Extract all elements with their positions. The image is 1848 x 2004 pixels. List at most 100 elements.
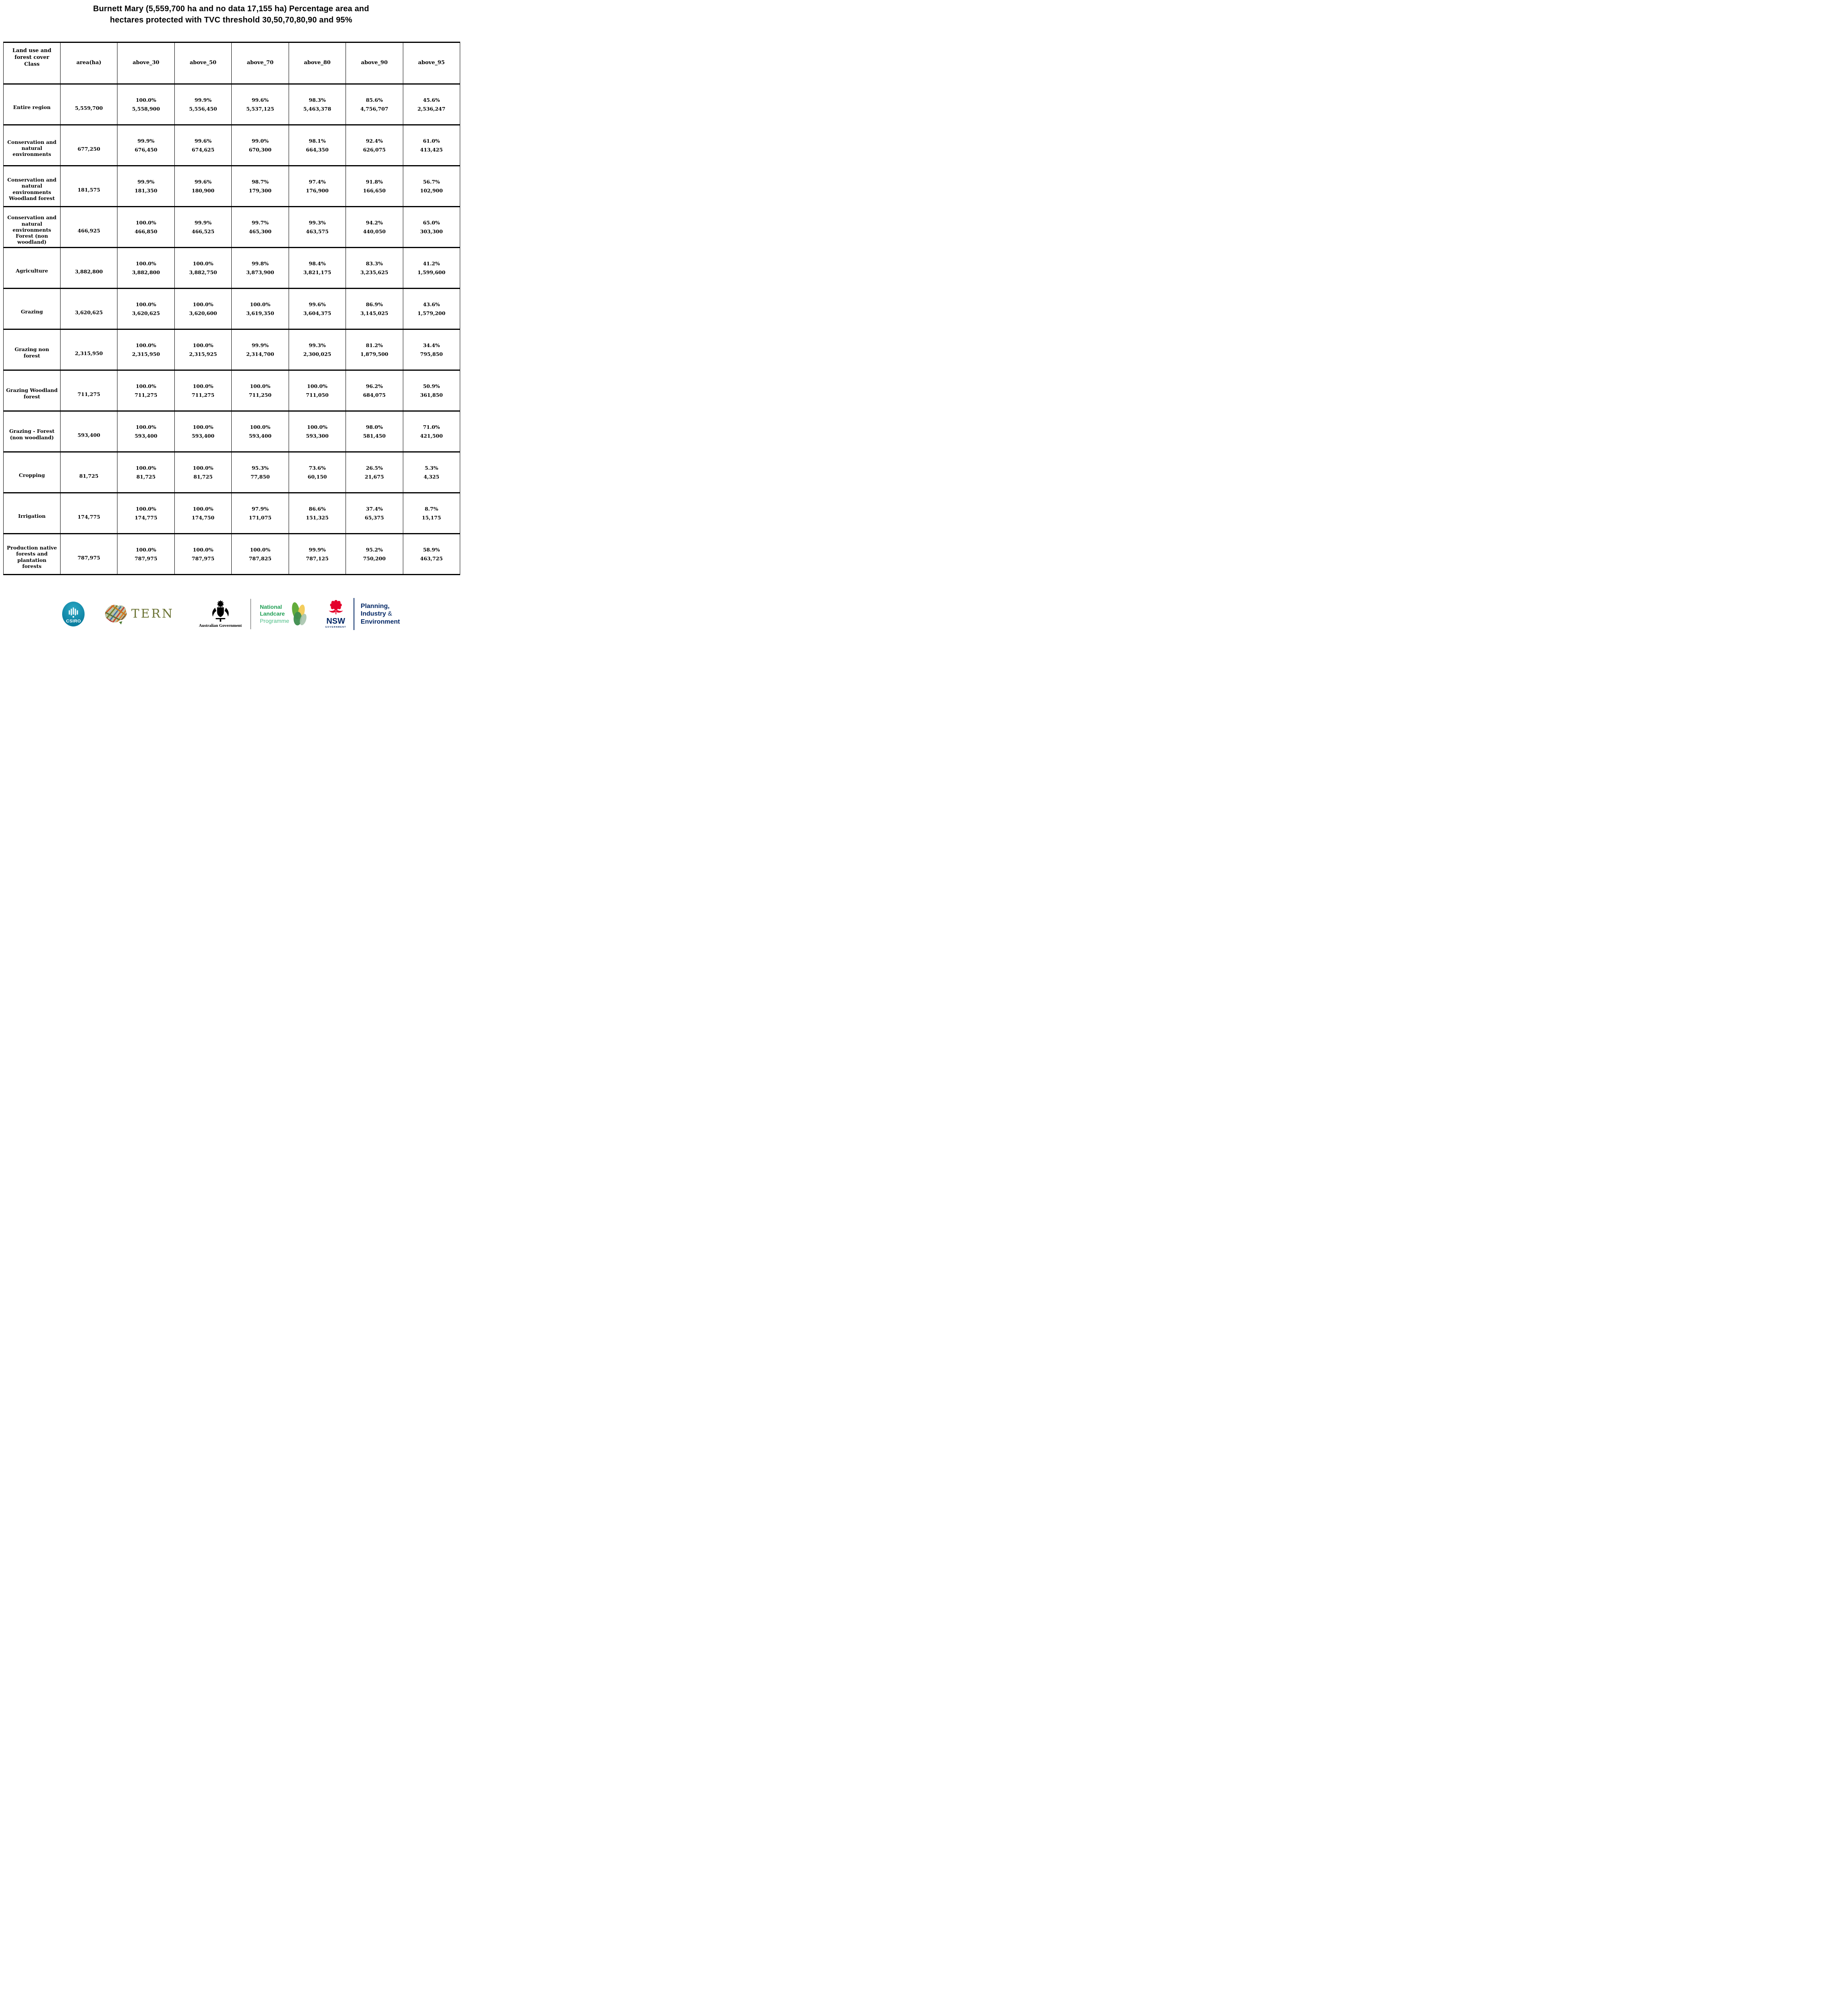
- pct-value: 61.0%: [423, 138, 440, 144]
- nsw-government-label: GOVERNMENT: [325, 626, 346, 628]
- ha-value: 684,075: [363, 392, 386, 398]
- australian-government-logo: Australian Government: [199, 600, 242, 628]
- column-header-2: above_30: [117, 43, 175, 85]
- agency-name: Planning, Industry & Environment: [361, 602, 400, 626]
- landcare-line-landcare: Landcare: [260, 610, 285, 617]
- pct-value: 43.6%: [423, 301, 440, 308]
- threshold-cell: 99.6% 3,604,375: [289, 289, 346, 330]
- pct-value: 95.2%: [366, 547, 383, 553]
- pct-value: 100.0%: [135, 506, 156, 512]
- threshold-cell: 100.0% 711,250: [232, 371, 289, 412]
- ha-value: 440,050: [363, 228, 386, 234]
- pct-value: 100.0%: [193, 383, 214, 390]
- ha-value: 421,500: [420, 432, 443, 439]
- csiro-starburst-icon: [69, 607, 78, 618]
- pct-value: 100.0%: [193, 342, 214, 349]
- agency-line-industry: Industry &: [360, 610, 392, 618]
- threshold-cell: 100.0% 787,825: [232, 534, 289, 575]
- pct-value: 100.0%: [250, 383, 271, 390]
- area-value: 3,620,625: [61, 289, 118, 330]
- threshold-cell: 94.2% 440,050: [346, 207, 403, 248]
- agency-line-environment: Environment: [360, 618, 400, 625]
- threshold-cell: 100.0% 3,619,350: [232, 289, 289, 330]
- pct-value: 100.0%: [135, 301, 156, 308]
- area-value: 711,275: [61, 371, 118, 412]
- pct-value: 56.7%: [423, 179, 440, 185]
- pct-value: 100.0%: [250, 301, 271, 308]
- row-label: Conservation and natural environments Wo…: [4, 166, 61, 207]
- threshold-cell: 99.9% 2,314,700: [232, 330, 289, 371]
- report-page: Burnett Mary (5,559,700 ha and no data 1…: [0, 0, 462, 640]
- row-label: Grazing Woodland forest: [4, 371, 61, 412]
- pct-value: 100.0%: [193, 547, 214, 553]
- pct-value: 100.0%: [250, 547, 271, 553]
- threshold-cell: 98.1% 664,350: [289, 125, 346, 166]
- ha-value: 711,050: [306, 392, 329, 398]
- area-value: 593,400: [61, 412, 118, 453]
- pct-value: 100.0%: [193, 465, 214, 471]
- ha-value: 413,425: [420, 146, 443, 153]
- area-value: 466,925: [61, 207, 118, 248]
- ha-value: 664,350: [306, 146, 329, 153]
- pct-value: 98.1%: [309, 138, 326, 144]
- ha-value: 3,604,375: [303, 310, 332, 316]
- threshold-cell: 99.9% 676,450: [117, 125, 175, 166]
- pct-value: 100.0%: [250, 424, 271, 430]
- ha-value: 2,314,700: [246, 351, 274, 357]
- threshold-cell: 99.8% 3,873,900: [232, 248, 289, 289]
- csiro-label: CSIRO: [66, 619, 81, 624]
- pct-value: 37.4%: [366, 506, 383, 512]
- ha-value: 4,756,707: [360, 105, 388, 112]
- area-value: 174,775: [61, 493, 118, 534]
- pct-value: 100.0%: [135, 261, 156, 267]
- ha-value: 593,400: [192, 432, 214, 439]
- pct-value: 99.9%: [251, 342, 269, 349]
- ha-value: 65,375: [364, 514, 384, 521]
- ha-value: 81,725: [136, 473, 156, 480]
- column-header-4: above_70: [232, 43, 289, 85]
- pct-value: 85.6%: [366, 97, 383, 103]
- area-value: 787,975: [61, 534, 118, 575]
- column-header-1: area(ha): [61, 43, 118, 85]
- threshold-cell: 37.4% 65,375: [346, 493, 403, 534]
- ha-value: 711,275: [192, 392, 214, 398]
- pct-value: 99.6%: [194, 138, 212, 144]
- page-title: Burnett Mary (5,559,700 ha and no data 1…: [93, 4, 369, 24]
- ha-value: 670,300: [249, 146, 272, 153]
- ha-value: 180,900: [192, 187, 214, 194]
- ha-value: 593,400: [134, 432, 158, 439]
- landcare-line-programme: Programme: [260, 617, 289, 624]
- pct-value: 100.0%: [307, 383, 328, 390]
- ha-value: 77,850: [251, 473, 270, 480]
- threshold-cell: 100.0% 711,275: [117, 371, 175, 412]
- ha-value: 361,850: [420, 392, 443, 398]
- pct-value: 99.7%: [251, 220, 269, 226]
- threshold-cell: 97.4% 176,900: [289, 166, 346, 207]
- ha-value: 5,558,900: [132, 105, 160, 112]
- ha-value: 2,315,925: [189, 351, 217, 357]
- threshold-cell: 34.4% 795,850: [403, 330, 460, 371]
- column-header-6: above_90: [346, 43, 403, 85]
- landcare-line-national: National: [260, 603, 282, 610]
- threshold-cell: 100.0% 3,620,600: [174, 289, 232, 330]
- ha-value: 581,450: [363, 432, 386, 439]
- threshold-cell: 100.0% 3,882,800: [117, 248, 175, 289]
- column-header-7: above_95: [403, 43, 460, 85]
- threshold-cell: 95.3% 77,850: [232, 453, 289, 493]
- pct-value: 96.2%: [366, 383, 383, 390]
- ha-value: 466,525: [192, 228, 214, 234]
- pct-value: 99.9%: [137, 179, 155, 185]
- ha-value: 676,450: [134, 146, 158, 153]
- ha-value: 102,900: [420, 187, 443, 194]
- threshold-cell: 92.4% 626,075: [346, 125, 403, 166]
- pct-value: 98.3%: [309, 97, 326, 103]
- threshold-cell: 61.0% 413,425: [403, 125, 460, 166]
- threshold-cell: 86.9% 3,145,025: [346, 289, 403, 330]
- threshold-cell: 99.3% 463,575: [289, 207, 346, 248]
- threshold-cell: 100.0% 593,400: [174, 412, 232, 453]
- ha-value: 463,575: [306, 228, 329, 234]
- tern-label: TERN: [131, 607, 174, 621]
- row-label: Irrigation: [4, 493, 61, 534]
- threshold-cell: 100.0% 174,750: [174, 493, 232, 534]
- threshold-cell: 71.0% 421,500: [403, 412, 460, 453]
